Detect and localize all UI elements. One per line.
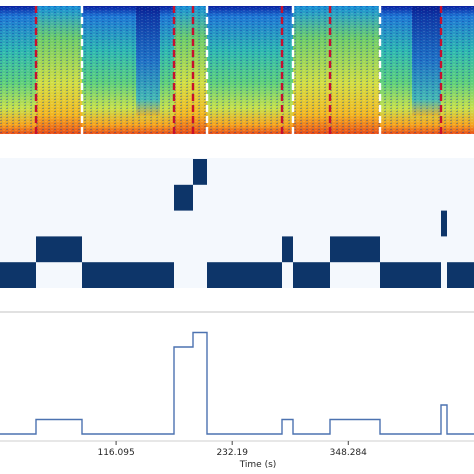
- x-axis-ticks: 116.095 232.19 348.284: [97, 441, 367, 458]
- piano-roll-cell: [293, 262, 330, 288]
- x-tick-label: 232.19: [216, 448, 248, 458]
- piano-roll-cell: [36, 236, 82, 262]
- piano-roll-panel: [0, 158, 474, 312]
- x-tick-label: 116.095: [97, 448, 134, 458]
- spectrogram-texture: [0, 6, 474, 134]
- piano-roll-cell: [0, 262, 36, 288]
- piano-roll-cell: [282, 236, 293, 262]
- piano-roll-cell: [447, 262, 474, 288]
- piano-roll-cell: [82, 262, 174, 288]
- piano-roll-cell: [441, 211, 447, 237]
- piano-roll-cell: [380, 262, 441, 288]
- step-line-panel: 116.095 232.19 348.284 Time (s): [0, 333, 474, 471]
- spectrogram-panel: [0, 6, 474, 134]
- piano-roll-cell: [207, 262, 282, 288]
- x-tick-label: 348.284: [330, 448, 367, 458]
- piano-roll-cell: [330, 236, 380, 262]
- x-axis-label: Time (s): [239, 460, 277, 470]
- piano-roll-cell: [174, 185, 193, 211]
- step-line: [0, 333, 474, 435]
- piano-roll-cell: [193, 159, 207, 185]
